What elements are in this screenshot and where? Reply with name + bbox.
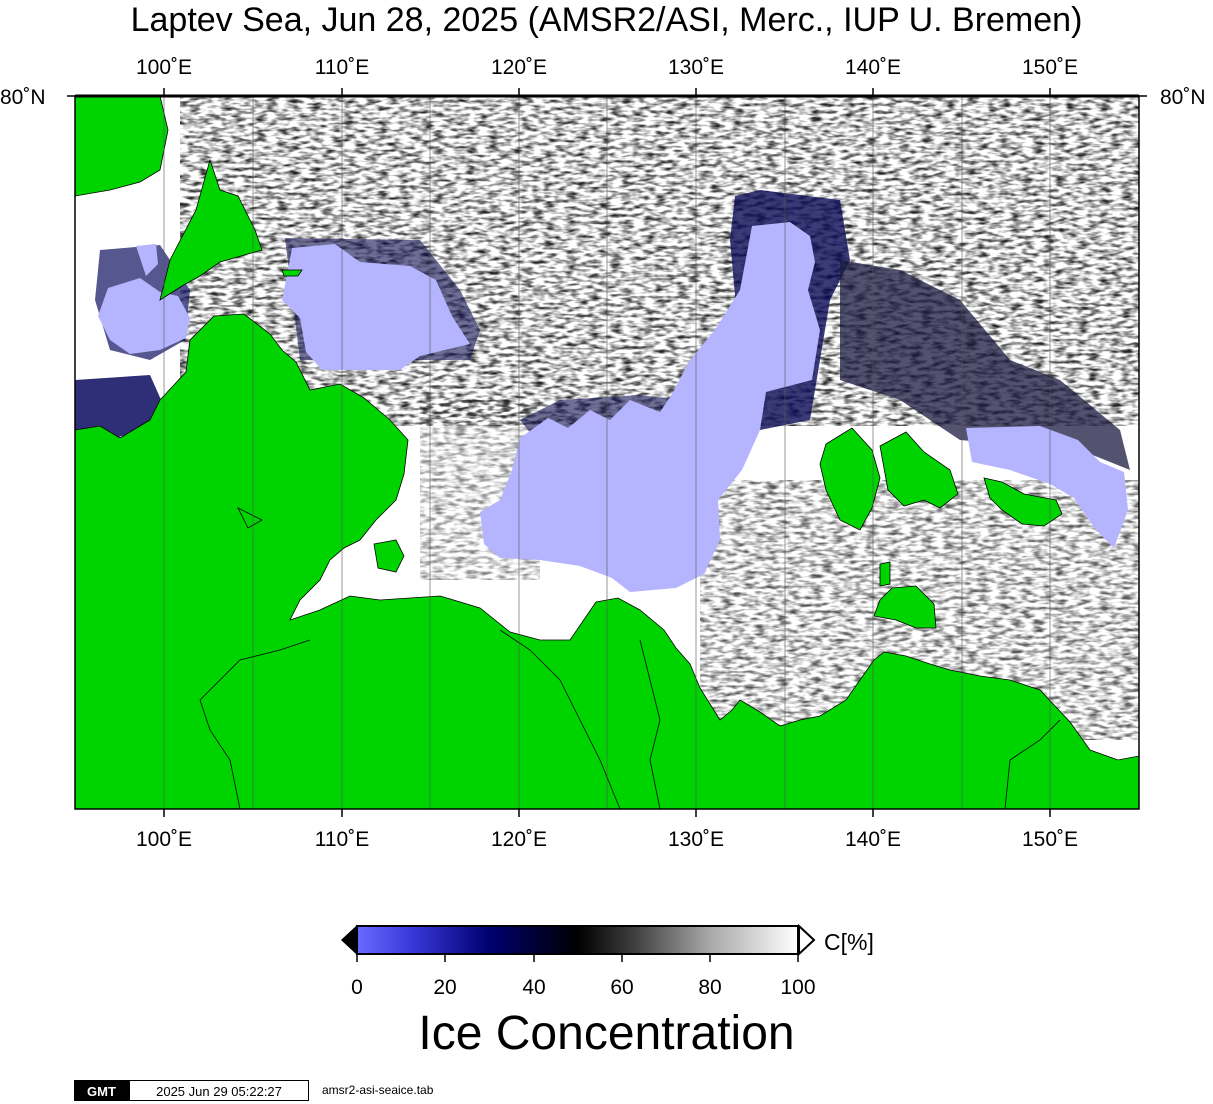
lon-label-bottom-140e: 140˚E xyxy=(844,828,902,851)
lon-label-top-130e: 130˚E xyxy=(667,56,725,79)
map-content xyxy=(75,96,1139,809)
colorbar-tick-20: 20 xyxy=(433,976,457,999)
graticule xyxy=(163,96,1051,809)
colorbar-tick-60: 60 xyxy=(610,976,634,999)
lon-label-bottom-110e: 110˚E xyxy=(314,828,370,851)
lon-label-top-120e: 120˚E xyxy=(490,56,548,79)
lon-label-bottom-130e: 130˚E xyxy=(667,828,725,851)
colorbar-high-triangle xyxy=(798,923,816,957)
colorbar-low-triangle xyxy=(341,926,356,954)
colorbar-tick-0: 0 xyxy=(351,976,363,999)
gmt-logo: GMT xyxy=(74,1080,129,1101)
lon-label-bottom-120e: 120˚E xyxy=(490,828,548,851)
colorbar-tick-80: 80 xyxy=(698,976,722,999)
low-concentration-zones xyxy=(98,222,1128,592)
lon-label-bottom-100e: 100˚E xyxy=(135,828,193,851)
lon-label-bottom-150e: 150˚E xyxy=(1021,828,1079,851)
lon-label-top-140e: 140˚E xyxy=(844,56,902,79)
lat-label-left-80n: 80˚N xyxy=(0,86,46,109)
colorbar-tick-40: 40 xyxy=(522,976,546,999)
rivers xyxy=(199,629,1061,809)
lat-label-right-80n: 80˚N xyxy=(1160,86,1206,109)
tick-marks xyxy=(67,88,1147,817)
colorbar-gradient xyxy=(356,925,799,955)
map-title: Laptev Sea, Jun 28, 2025 (AMSR2/ASI, Mer… xyxy=(130,1,1083,39)
lon-label-top-100e: 100˚E xyxy=(135,56,193,79)
colorbar-title: Ice Concentration xyxy=(418,1007,795,1060)
timestamp: 2025 Jun 29 05:22:27 xyxy=(129,1080,309,1101)
lon-label-top-110e: 110˚E xyxy=(314,56,370,79)
lon-label-top-150e: 150˚E xyxy=(1021,56,1079,79)
source-file: amsr2-asi-seaice.tab xyxy=(322,1083,434,1097)
colorbar-tick-100: 100 xyxy=(780,976,816,999)
colorbar-unit: C[%] xyxy=(824,929,874,955)
colorbar xyxy=(341,923,816,962)
